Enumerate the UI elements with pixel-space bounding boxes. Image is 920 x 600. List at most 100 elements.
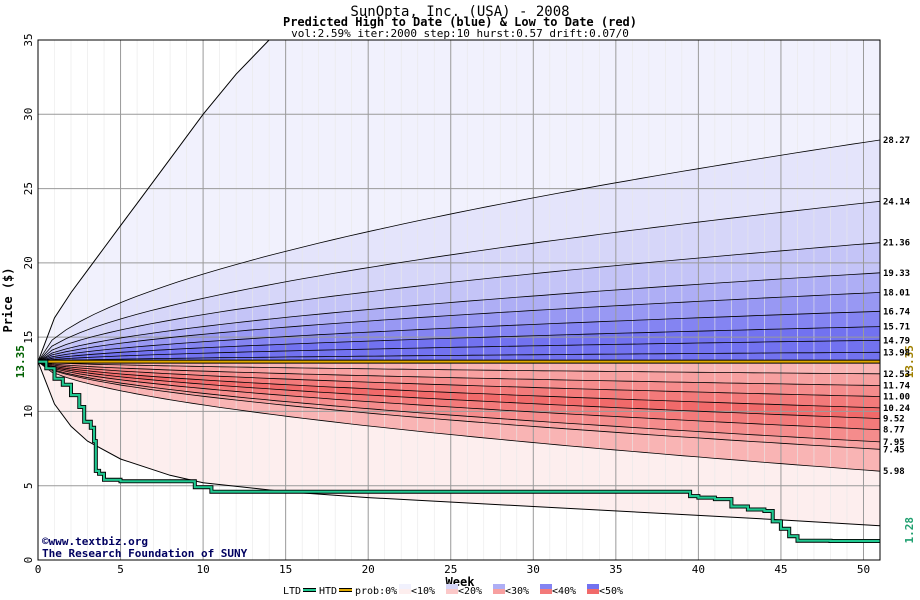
y-tick-10: 10 bbox=[22, 405, 35, 418]
legend-htd-label: HTD bbox=[319, 586, 337, 597]
legend-swatch-red-1 bbox=[446, 589, 458, 594]
band-low-4 bbox=[38, 361, 880, 419]
band-low-0 bbox=[38, 361, 880, 374]
chart-title: SunOpta, Inc. (USA) - 2008 bbox=[350, 4, 569, 20]
end-label-15.71: 15.71 bbox=[883, 323, 910, 333]
end-label-7.45: 7.45 bbox=[883, 445, 905, 455]
band-high-0 bbox=[38, 140, 880, 362]
curve-high-14.79 bbox=[38, 339, 880, 363]
x-tick-40: 40 bbox=[692, 563, 705, 576]
curve-low-5.98 bbox=[38, 361, 880, 472]
band-high-2 bbox=[38, 242, 880, 362]
end-label-19.33: 19.33 bbox=[883, 269, 910, 279]
probability-bands bbox=[38, 40, 880, 526]
x-tick-50: 50 bbox=[857, 563, 870, 576]
quantile-curves bbox=[38, 40, 880, 527]
curve-high-21.36 bbox=[38, 242, 880, 363]
legend-swatch-red-0 bbox=[399, 589, 411, 594]
y-tick-20: 20 bbox=[22, 256, 35, 269]
legend-swatch-red-3 bbox=[540, 589, 552, 594]
curve-low-11.00 bbox=[38, 361, 880, 397]
end-label-9.52: 9.52 bbox=[883, 415, 905, 425]
band-high-8 bbox=[38, 352, 880, 362]
end-label-21.36: 21.36 bbox=[883, 239, 910, 249]
legend-item-3: <40% bbox=[552, 586, 576, 597]
band-low-3 bbox=[38, 361, 880, 408]
band-high-4 bbox=[38, 292, 880, 362]
axes: 0 5 10 15 20 25 30 35 40 45 50 0 5 10 15 20 25 30 35 bbox=[22, 33, 881, 576]
end-label-11.74: 11.74 bbox=[883, 382, 911, 392]
end-label-8.77: 8.77 bbox=[883, 426, 905, 436]
legend-item-1: <20% bbox=[458, 586, 482, 597]
band-low-outer bbox=[38, 361, 880, 526]
band-low-8 bbox=[38, 361, 880, 472]
current-level-label: 13.35 bbox=[903, 345, 916, 378]
y-tick-30: 30 bbox=[22, 108, 35, 121]
end-label-11.00: 11.00 bbox=[883, 393, 910, 403]
y-tick-5: 5 bbox=[22, 482, 35, 489]
curve-outer-high bbox=[38, 40, 270, 362]
curve-low-10.24 bbox=[38, 361, 880, 409]
curve-high-18.01 bbox=[38, 292, 880, 363]
curve-high-28.27 bbox=[38, 139, 880, 362]
credit-org: The Research Foundation of SUNY bbox=[42, 547, 248, 560]
legend-swatch-red-4 bbox=[587, 589, 599, 594]
end-label-10.24: 10.24 bbox=[883, 404, 911, 414]
curve-low-7.95 bbox=[38, 361, 880, 443]
x-tick-35: 35 bbox=[609, 563, 622, 576]
grid-lines bbox=[37, 39, 881, 561]
end-label-28.27: 28.27 bbox=[883, 136, 910, 146]
y-tick-0: 0 bbox=[22, 557, 35, 564]
last-low-label: 1.28 bbox=[903, 517, 916, 544]
legend-swatch-blue-1 bbox=[446, 584, 458, 589]
end-label-18.01: 18.01 bbox=[883, 288, 910, 298]
band-high-7 bbox=[38, 340, 880, 362]
x-tick-0: 0 bbox=[35, 563, 42, 576]
curve-low-11.74 bbox=[38, 361, 880, 386]
y-tick-25: 25 bbox=[22, 182, 35, 195]
end-label-16.74: 16.74 bbox=[883, 307, 911, 317]
legend-swatch-blue-4 bbox=[587, 584, 599, 589]
band-low-2 bbox=[38, 361, 880, 397]
x-tick-30: 30 bbox=[527, 563, 540, 576]
chart-subtitle: Predicted High to Date (blue) & Low to D… bbox=[283, 15, 637, 29]
end-label-13.98: 13.98 bbox=[883, 348, 910, 358]
curve-high-24.14 bbox=[38, 200, 880, 362]
legend-ltd-label: LTD bbox=[283, 586, 301, 597]
curve-low-12.53 bbox=[38, 361, 880, 375]
legend-swatch-blue-3 bbox=[540, 584, 552, 589]
y-tick-15: 15 bbox=[22, 331, 35, 344]
curve-low-7.45 bbox=[38, 361, 880, 450]
x-tick-15: 15 bbox=[279, 563, 292, 576]
curve-high-19.33 bbox=[38, 272, 880, 363]
end-label-14.79: 14.79 bbox=[883, 336, 910, 346]
legend-swatch-blue-2 bbox=[493, 584, 505, 589]
band-low-5 bbox=[38, 361, 880, 430]
legend: LTD HTD prob:0% <10% <20% <30% <40% <50% bbox=[283, 584, 623, 597]
x-tick-20: 20 bbox=[362, 563, 375, 576]
band-high-6 bbox=[38, 326, 880, 362]
band-high-3 bbox=[38, 272, 880, 362]
credit-url: ©www.textbiz.org bbox=[42, 535, 148, 548]
ltd-line bbox=[38, 360, 880, 543]
y-tick-35: 35 bbox=[22, 33, 35, 46]
x-tick-5: 5 bbox=[117, 563, 124, 576]
end-label-7.95: 7.95 bbox=[883, 438, 905, 448]
band-low-6 bbox=[38, 361, 880, 442]
legend-item-2: <30% bbox=[505, 586, 529, 597]
x-tick-10: 10 bbox=[196, 563, 209, 576]
band-low-1 bbox=[38, 361, 880, 386]
data-series bbox=[38, 359, 880, 543]
end-label-24.14: 24.14 bbox=[883, 197, 911, 207]
curve-high-13.98 bbox=[38, 351, 880, 363]
curve-low-9.52 bbox=[38, 361, 880, 419]
end-labels: 13.35 13.35 1.28 28.27 24.14 21.36 19.33 18.01 1… bbox=[14, 136, 916, 544]
curve-high-15.71 bbox=[38, 326, 880, 363]
end-label-12.53: 12.53 bbox=[883, 370, 910, 380]
x-tick-25: 25 bbox=[444, 563, 457, 576]
legend-item-4: <50% bbox=[599, 586, 623, 597]
legend-swatch-blue-0 bbox=[399, 584, 411, 589]
curve-high-16.74 bbox=[38, 310, 880, 363]
band-high-5 bbox=[38, 311, 880, 362]
